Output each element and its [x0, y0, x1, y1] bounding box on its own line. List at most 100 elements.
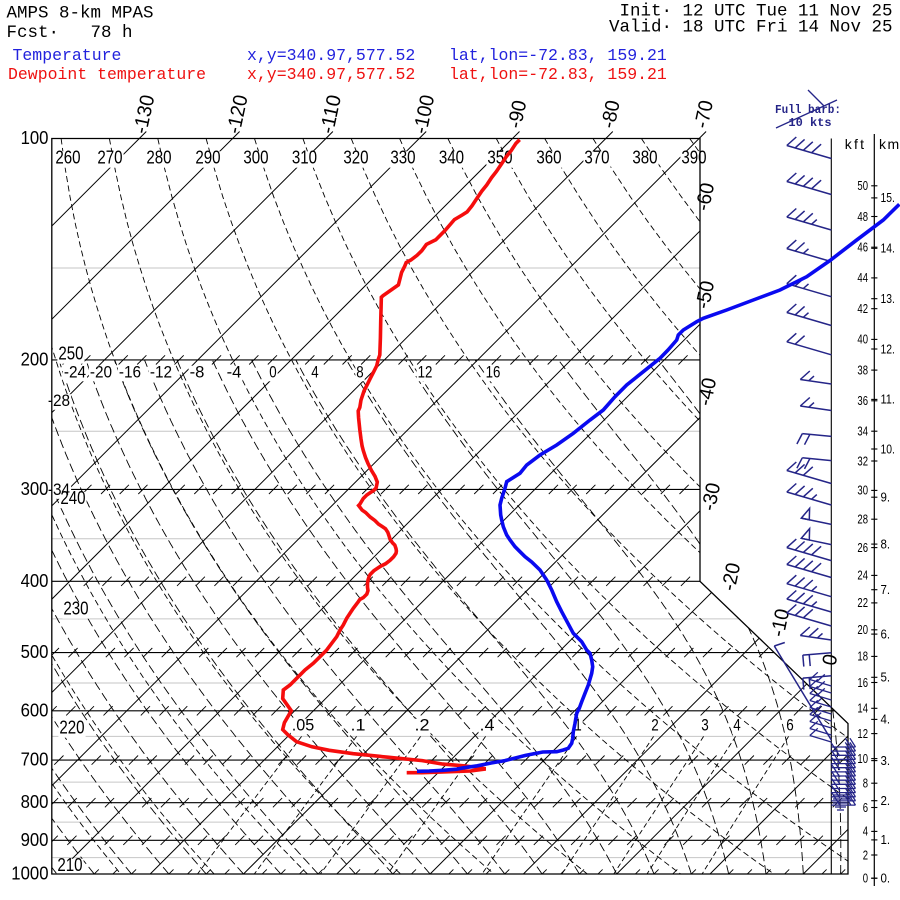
- svg-text:240: 240: [60, 488, 85, 508]
- svg-text:40: 40: [857, 332, 868, 347]
- svg-text:38: 38: [857, 362, 868, 377]
- svg-text:14.: 14.: [881, 241, 895, 256]
- svg-text:270: 270: [97, 148, 122, 168]
- svg-text:6.: 6.: [881, 626, 891, 641]
- svg-text:11.: 11.: [881, 392, 895, 407]
- svg-text:0: 0: [863, 871, 868, 886]
- svg-text:7.: 7.: [881, 582, 891, 597]
- svg-text:-20: -20: [718, 561, 745, 593]
- svg-text:0.: 0.: [881, 871, 891, 886]
- svg-text:100: 100: [21, 128, 49, 148]
- svg-text:1: 1: [574, 716, 582, 735]
- svg-text:.1: .1: [351, 716, 366, 735]
- svg-text:310: 310: [292, 148, 317, 168]
- svg-text:360: 360: [536, 148, 561, 168]
- svg-text:-10: -10: [767, 607, 794, 639]
- svg-text:9.: 9.: [881, 490, 891, 505]
- svg-text:390: 390: [681, 148, 706, 168]
- svg-text:2: 2: [651, 716, 659, 735]
- svg-text:-80: -80: [597, 98, 624, 130]
- svg-text:x,y=340.97,577.52: x,y=340.97,577.52: [247, 65, 415, 84]
- svg-text:16: 16: [857, 675, 868, 690]
- svg-text:1000: 1000: [11, 864, 48, 884]
- svg-text:800: 800: [21, 792, 49, 812]
- svg-text:-34: -34: [48, 480, 70, 499]
- svg-text:15.: 15.: [881, 190, 895, 205]
- svg-text:48: 48: [857, 209, 868, 224]
- svg-text:300: 300: [243, 148, 268, 168]
- svg-text:250: 250: [58, 344, 83, 364]
- svg-text:x,y=340.97,577.52: x,y=340.97,577.52: [247, 46, 415, 65]
- svg-text:-8: -8: [190, 363, 205, 382]
- svg-text:13.: 13.: [881, 291, 895, 306]
- svg-text:30: 30: [857, 483, 868, 498]
- svg-text:6: 6: [863, 800, 868, 815]
- svg-text:-50: -50: [692, 279, 719, 311]
- svg-text:320: 320: [343, 148, 368, 168]
- svg-text:0: 0: [819, 652, 843, 667]
- svg-text:24: 24: [857, 568, 868, 583]
- svg-text:4: 4: [311, 363, 318, 382]
- svg-text:380: 380: [632, 148, 657, 168]
- svg-text:46: 46: [857, 240, 868, 255]
- svg-text:22: 22: [857, 595, 868, 610]
- svg-text:42: 42: [857, 301, 868, 316]
- svg-text:44: 44: [857, 270, 868, 285]
- svg-text:500: 500: [21, 642, 49, 662]
- svg-text:4: 4: [863, 824, 868, 839]
- svg-text:8: 8: [863, 776, 868, 791]
- svg-text:280: 280: [146, 148, 171, 168]
- svg-text:.05: .05: [292, 716, 315, 735]
- svg-text:600: 600: [21, 700, 49, 720]
- svg-text:-12: -12: [150, 363, 172, 382]
- svg-text:10: 10: [857, 751, 868, 766]
- svg-text:12: 12: [418, 363, 433, 382]
- svg-text:700: 700: [21, 750, 49, 770]
- svg-text:6: 6: [786, 716, 794, 735]
- svg-text:Full barb:: Full barb:: [775, 103, 841, 117]
- svg-text:-60: -60: [692, 181, 719, 213]
- svg-text:.2: .2: [415, 716, 430, 735]
- svg-text:12: 12: [857, 726, 868, 741]
- svg-text:-70: -70: [691, 98, 718, 130]
- svg-text:kft: kft: [845, 136, 866, 152]
- svg-text:370: 370: [584, 148, 609, 168]
- svg-text:-16: -16: [119, 363, 141, 382]
- svg-text:36: 36: [857, 393, 868, 408]
- svg-text:-130: -130: [130, 93, 160, 136]
- svg-text:km: km: [879, 136, 900, 152]
- svg-text:4: 4: [733, 716, 741, 735]
- svg-text:210: 210: [57, 855, 82, 875]
- svg-text:-90: -90: [504, 98, 531, 130]
- svg-text:lat,lon=-72.83, 159.21: lat,lon=-72.83, 159.21: [449, 46, 667, 65]
- svg-text:3.: 3.: [881, 753, 891, 768]
- svg-text:2.: 2.: [881, 793, 891, 808]
- svg-text:330: 330: [390, 148, 415, 168]
- svg-text:12.: 12.: [881, 341, 895, 356]
- svg-text:.4: .4: [480, 716, 495, 735]
- svg-text:32: 32: [857, 453, 868, 468]
- svg-text:AMPS 8-km MPAS: AMPS 8-km MPAS: [7, 4, 154, 24]
- svg-text:-28: -28: [48, 391, 70, 410]
- svg-text:14: 14: [857, 701, 868, 716]
- svg-text:260: 260: [55, 148, 80, 168]
- svg-text:-40: -40: [694, 376, 721, 408]
- svg-text:Init· 12 UTC Tue 11 Nov 25: Init· 12 UTC Tue 11 Nov 25: [619, 2, 892, 22]
- svg-text:8.: 8.: [881, 536, 891, 551]
- svg-text:400: 400: [21, 571, 49, 591]
- svg-text:8: 8: [356, 363, 363, 382]
- svg-text:-120: -120: [223, 93, 253, 136]
- svg-text:3: 3: [701, 716, 709, 735]
- svg-text:28: 28: [857, 512, 868, 527]
- svg-text:-110: -110: [316, 93, 346, 136]
- svg-text:-30: -30: [698, 481, 725, 513]
- svg-text:1.: 1.: [881, 832, 891, 847]
- svg-text:300: 300: [21, 479, 49, 499]
- svg-text:900: 900: [21, 830, 49, 850]
- svg-text:220: 220: [59, 718, 84, 738]
- svg-text:50: 50: [857, 178, 868, 193]
- svg-text:230: 230: [63, 599, 88, 619]
- svg-text:10 kts: 10 kts: [788, 116, 831, 130]
- svg-text:350: 350: [487, 148, 512, 168]
- svg-text:-100: -100: [410, 93, 440, 136]
